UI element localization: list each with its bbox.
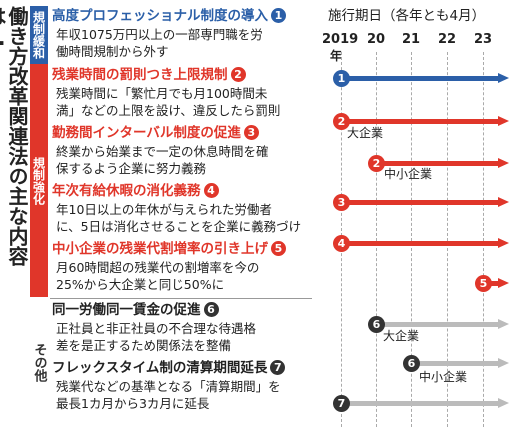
timeline-arrow-7 [341,398,509,409]
item-2-heading: 残業時間の罰則つき上限規制 2 [52,67,246,84]
item-2-text: 残業時間に「繁忙月でも月100時間未 満」などの上限を設け、違反したら罰則 [56,86,281,118]
item-5-text: 月60時間超の残業代の割増率を今の 25%から大企業と同じ50%に [56,260,260,292]
item-5-heading: 中小企業の残業代割増率の引き上げ 5 [52,241,286,258]
year-20: 20 [367,32,386,47]
separator-line [50,298,312,299]
gridline-20 [376,52,377,427]
item-3-heading: 勤務間インターバル制度の促進 3 [52,125,259,142]
timeline-marker-2-small: 2 [368,155,385,172]
item-4-heading: 年次有給休暇の消化義務 4 [52,183,219,200]
timeline-arrow-1 [341,73,509,84]
item-7-text: 残業代などの基準となる「清算期間」を 最長1カ月から3カ月に延長 [56,379,281,411]
main-title: 働き方改革関連法の主な内容は… [0,6,29,266]
item-6-heading: 同一労働同一賃金の促進 6 [52,302,219,319]
year-suffix: 年 [330,49,343,63]
timeline-label-2-small: 中小企業 [384,167,433,181]
timeline-title: 施行期日（各年とも4月） [328,8,486,24]
timeline-marker-6-large: 6 [368,316,385,333]
timeline-marker-1: 1 [333,70,350,87]
category-deregulation: 規制緩和 [30,6,48,64]
item-1-number: 1 [271,8,286,23]
timeline-arrow-6-small [411,358,509,369]
item-3-number: 3 [243,125,259,140]
item-4-number: 4 [203,183,219,198]
timeline-arrow-6-large [376,319,509,330]
gridline-22 [447,52,448,427]
item-2-number: 2 [230,67,246,82]
gridline-21 [411,52,412,427]
timeline-marker-3: 3 [333,194,350,211]
timeline-marker-7: 7 [333,395,350,412]
timeline-label-6-large: 大企業 [383,329,420,343]
year-21: 21 [402,32,421,47]
item-3-text: 終業から始業まで一定の休息時間を確 保するよう企業に努力義務 [56,144,269,176]
timeline-arrow-2-small [376,158,509,169]
timeline-label-2-large: 大企業 [347,126,384,140]
gridline-23 [483,52,484,427]
category-strengthening: 規制強化 [30,64,48,297]
timeline-arrow-4 [341,238,509,249]
timeline-marker-5: 5 [475,275,492,292]
timeline-marker-6-small: 6 [403,355,420,372]
item-1-heading: 高度プロフェッショナル制度の導入 1 [52,8,286,25]
timeline-marker-2-large: 2 [333,113,350,130]
item-7-heading: フレックスタイム制の清算期間延長 7 [52,360,286,377]
item-5-number: 5 [271,241,286,256]
timeline-arrow-2-large [341,116,509,127]
timeline-label-6-small: 中小企業 [419,370,468,384]
item-7-number: 7 [270,360,286,375]
category-other: その他 [30,298,48,426]
item-6-text: 正社員と非正社員の不合理な待遇格 差を是正するため関係法を整備 [56,321,257,353]
year-23: 23 [474,32,493,47]
item-4-text: 年10日以上の年休が与えられた労働者 に、5日は消化させることを企業に義務づけ [56,202,302,234]
timeline-arrow-3 [341,197,509,208]
timeline-marker-4: 4 [333,235,350,252]
year-22: 22 [438,32,457,47]
year-2019: 2019 [322,32,359,47]
item-1-text: 年収1075万円以上の一部専門職を労 働時間規制から外す [56,27,263,59]
item-6-number: 6 [203,302,219,317]
